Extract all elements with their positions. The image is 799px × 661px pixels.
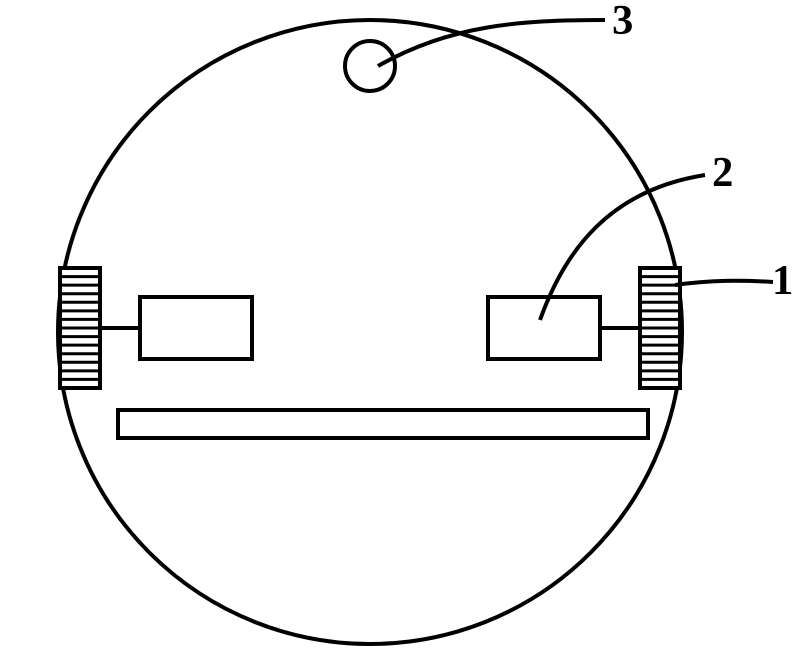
sensor-circle [345, 41, 395, 91]
diagram-canvas [0, 0, 799, 661]
callout-1-leader [675, 281, 773, 285]
wheel-left [60, 268, 100, 388]
motor-left [140, 297, 252, 359]
wheel-right [640, 268, 680, 388]
callout-label-1: 1 [772, 260, 793, 303]
brush-bar [118, 410, 648, 438]
callout-label-3: 3 [612, 0, 633, 43]
callout-label-2: 2 [712, 152, 733, 195]
